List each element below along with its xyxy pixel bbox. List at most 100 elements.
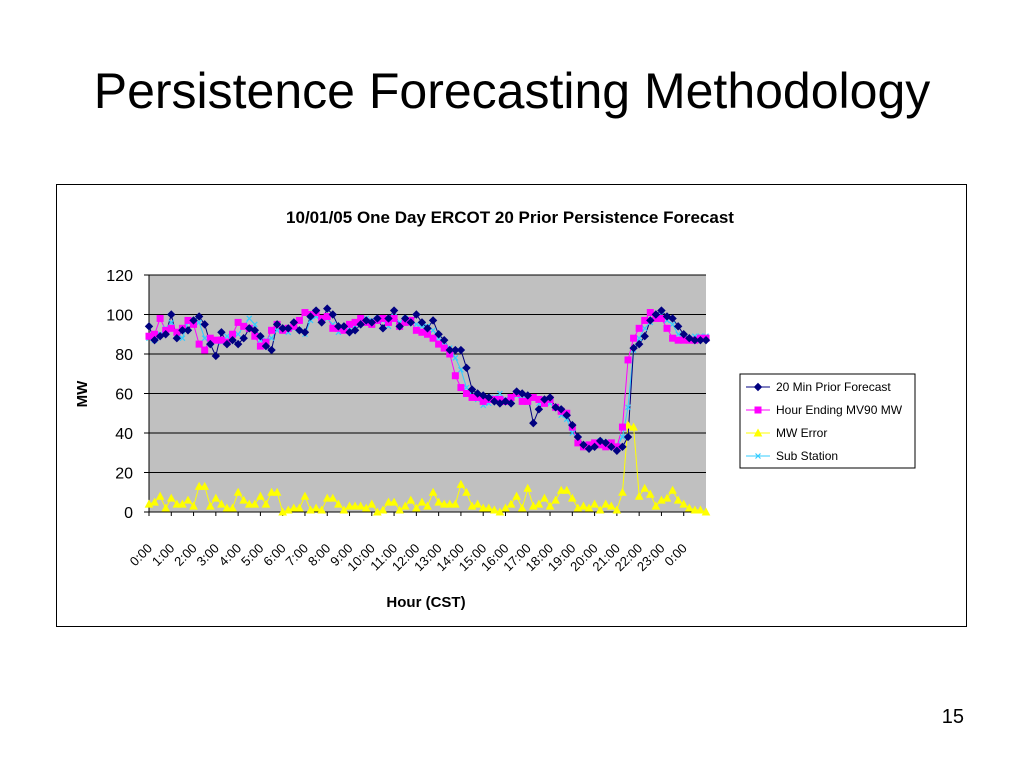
data-point xyxy=(534,499,544,508)
data-point xyxy=(274,327,281,334)
data-point xyxy=(201,335,208,342)
data-point xyxy=(200,320,209,329)
y-tick-label: 60 xyxy=(115,387,133,404)
y-tick-label: 40 xyxy=(115,426,133,443)
data-point xyxy=(311,503,321,512)
data-point xyxy=(195,340,203,348)
data-point xyxy=(261,499,271,508)
data-point xyxy=(222,339,232,349)
data-point xyxy=(161,503,171,512)
data-point xyxy=(401,314,410,323)
y-tick-label: 0 xyxy=(124,505,133,522)
data-point xyxy=(339,505,349,514)
legend-item: Sub Station xyxy=(746,449,838,463)
legend-swatch-marker xyxy=(755,453,761,459)
data-point xyxy=(506,399,516,408)
data-point xyxy=(668,314,677,323)
data-point xyxy=(451,345,460,355)
data-point xyxy=(584,503,594,512)
data-point xyxy=(657,314,665,322)
data-point xyxy=(168,319,175,326)
data-point xyxy=(579,501,588,510)
slide-title: Persistence Forecasting Methodology xyxy=(93,63,931,119)
data-point xyxy=(384,314,393,323)
data-point xyxy=(445,345,454,355)
data-point xyxy=(429,334,437,342)
data-point xyxy=(601,438,610,448)
data-point xyxy=(434,497,443,506)
data-point xyxy=(545,501,555,510)
data-point xyxy=(189,316,198,325)
data-point xyxy=(618,423,626,431)
y-tick-label: 120 xyxy=(106,268,133,285)
data-point xyxy=(439,499,449,508)
data-point xyxy=(183,326,193,335)
data-point xyxy=(684,503,694,512)
data-point xyxy=(417,497,427,506)
data-point xyxy=(452,355,459,361)
data-point xyxy=(367,499,377,508)
chart-title: 10/01/05 One Day ERCOT 20 Prior Persiste… xyxy=(286,208,734,227)
data-point xyxy=(640,483,650,492)
data-point xyxy=(167,310,176,319)
data-point xyxy=(345,501,354,510)
data-point xyxy=(529,418,538,428)
data-point xyxy=(496,390,503,397)
data-point xyxy=(189,501,198,510)
data-point xyxy=(456,479,466,488)
data-point xyxy=(630,334,638,342)
data-point xyxy=(606,501,616,510)
data-point xyxy=(451,372,459,380)
data-point xyxy=(428,316,438,325)
data-point xyxy=(623,432,633,442)
data-point xyxy=(562,485,572,494)
data-point xyxy=(568,420,577,430)
data-point xyxy=(323,312,331,320)
data-point xyxy=(251,321,258,328)
data-point xyxy=(567,493,577,502)
data-point xyxy=(217,328,226,337)
legend-item: Hour Ending MV90 MW xyxy=(746,403,903,417)
data-point xyxy=(612,505,622,514)
data-point xyxy=(389,497,399,506)
data-point xyxy=(228,335,237,345)
x-tick-label: 8:00 xyxy=(305,541,334,570)
data-point xyxy=(300,491,310,500)
data-point xyxy=(484,393,493,402)
data-point xyxy=(400,501,410,510)
data-point xyxy=(457,384,465,392)
x-axis-title: Hour (CST) xyxy=(386,594,465,611)
data-point xyxy=(228,503,237,512)
data-point xyxy=(612,446,622,455)
data-point xyxy=(268,335,275,342)
data-point xyxy=(625,404,631,411)
data-point xyxy=(250,499,260,508)
data-point xyxy=(456,345,466,355)
data-point xyxy=(356,501,365,510)
data-point xyxy=(328,310,338,319)
data-point xyxy=(144,322,154,331)
data-point xyxy=(434,330,443,339)
data-point xyxy=(523,483,533,492)
data-point xyxy=(233,487,243,496)
data-point xyxy=(339,322,349,331)
data-point xyxy=(562,411,571,420)
data-point xyxy=(601,499,611,508)
x-tick-label: 0:00 xyxy=(661,541,690,570)
data-point xyxy=(412,310,421,319)
data-point xyxy=(200,481,210,490)
data-point xyxy=(395,322,404,331)
data-point xyxy=(234,318,242,326)
data-point xyxy=(278,324,287,333)
data-point xyxy=(267,487,276,496)
data-point xyxy=(295,503,304,512)
data-point xyxy=(646,309,654,317)
data-point xyxy=(367,318,377,327)
data-point xyxy=(445,499,455,508)
data-point xyxy=(194,312,204,321)
data-point xyxy=(646,316,655,325)
x-tick-label: 6:00 xyxy=(260,541,289,570)
data-point xyxy=(651,501,661,510)
data-point xyxy=(668,485,677,494)
legend-swatch-marker xyxy=(753,428,763,437)
